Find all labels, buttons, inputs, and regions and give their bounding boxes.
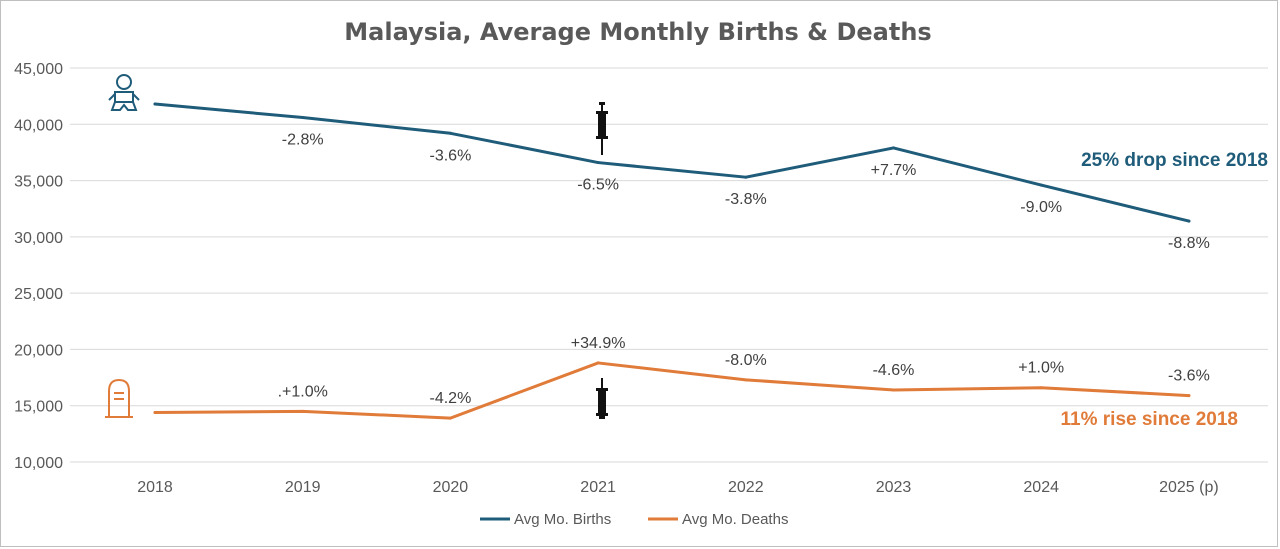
data-label: -3.6% <box>430 147 472 164</box>
legend-label-births: Avg Mo. Births <box>514 511 611 528</box>
data-label: -8.0% <box>725 352 767 369</box>
x-tick-label: 2025 (p) <box>1159 479 1219 496</box>
data-point <box>596 161 600 165</box>
baby-icon <box>108 74 140 111</box>
series-layer <box>153 102 1191 420</box>
y-tick-label: 40,000 <box>14 117 63 134</box>
data-point <box>1039 386 1043 390</box>
data-label: -4.6% <box>873 362 915 379</box>
syringe-icon <box>596 378 608 419</box>
chart-title: Malaysia, Average Monthly Births & Death… <box>344 18 931 46</box>
data-label: +7.7% <box>871 162 917 179</box>
data-point <box>892 388 895 392</box>
y-tick-label: 45,000 <box>14 61 63 78</box>
legend-label-deaths: Avg Mo. Deaths <box>682 511 788 528</box>
data-label: -4.2% <box>430 390 472 407</box>
series-line-births <box>153 102 1191 223</box>
data-point <box>1187 219 1191 223</box>
data-point <box>1039 183 1043 187</box>
data-label: -2.8% <box>282 132 324 149</box>
data-label: +34.9% <box>571 335 626 352</box>
data-point <box>1187 394 1191 398</box>
data-label: -6.5% <box>577 177 619 194</box>
x-tick-label: 2022 <box>728 479 764 496</box>
data-label: -8.8% <box>1168 235 1210 252</box>
data-label: -3.8% <box>725 191 767 208</box>
x-tick-label: 2021 <box>580 479 616 496</box>
x-tick-label: 2020 <box>433 479 469 496</box>
y-axis-ticks: 10,000 15,000 20,000 25,000 30,000 35,000 40,0… <box>14 61 63 472</box>
births-annotation: 25% drop since 2018 <box>1081 150 1268 171</box>
tombstone-icon <box>105 378 133 418</box>
y-tick-label: 15,000 <box>14 399 63 416</box>
series-line-deaths <box>153 361 1191 420</box>
data-label: -9.0% <box>1020 199 1062 216</box>
syringe-icon <box>596 102 608 155</box>
data-point <box>596 361 600 365</box>
gridlines <box>70 67 1268 463</box>
y-tick-label: 30,000 <box>14 230 63 247</box>
y-tick-label: 20,000 <box>14 342 63 359</box>
y-tick-label: 25,000 <box>14 286 63 303</box>
x-tick-label: 2024 <box>1023 479 1059 496</box>
data-point <box>448 416 452 420</box>
y-tick-label: 10,000 <box>14 455 63 472</box>
x-tick-label: 2023 <box>876 479 912 496</box>
data-point <box>744 378 748 382</box>
data-labels: -2.8% -3.6% -6.5% -3.8% +7.7% -9.0% -8.8% .+1.0… <box>278 132 1210 408</box>
x-tick-label: 2019 <box>285 479 321 496</box>
data-point <box>448 131 452 135</box>
x-axis-ticks: 2018 2019 2020 2021 2022 2023 2024 2025 (p) <box>137 479 1218 496</box>
data-point <box>744 175 748 179</box>
y-tick-label: 35,000 <box>14 174 63 191</box>
legend: Avg Mo. Births Avg Mo. Deaths <box>480 511 788 528</box>
data-point <box>153 102 157 106</box>
data-point <box>153 410 157 414</box>
data-label: +1.0% <box>1018 360 1064 377</box>
data-point <box>301 116 305 120</box>
deaths-annotation: 11% rise since 2018 <box>1061 409 1238 430</box>
data-label: .+1.0% <box>278 383 328 400</box>
data-label: -3.6% <box>1168 368 1210 385</box>
data-point <box>892 146 895 150</box>
x-tick-label: 2018 <box>137 479 173 496</box>
data-point <box>301 409 305 413</box>
